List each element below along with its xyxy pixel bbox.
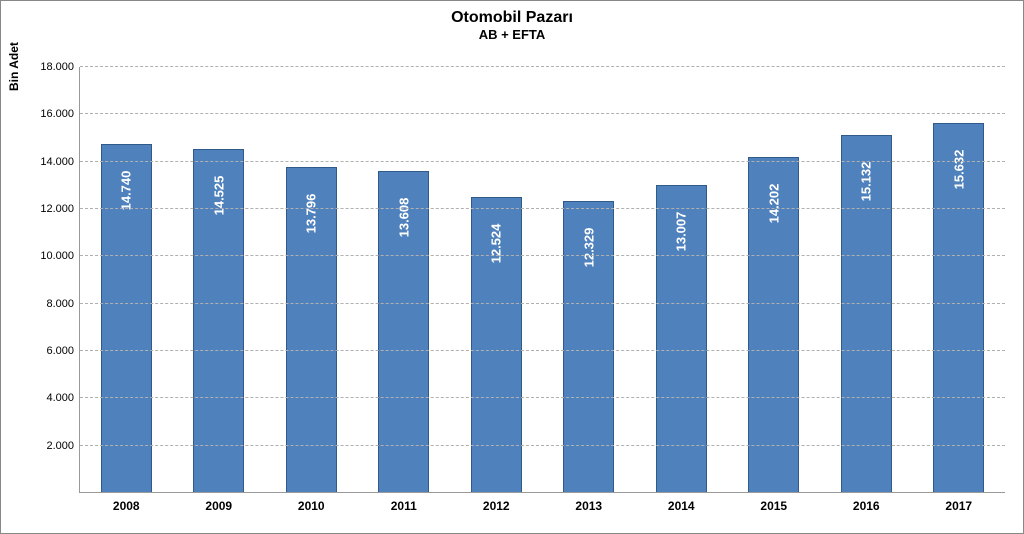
y-tick-label: 18.000	[40, 61, 74, 73]
x-tick-label: 2008	[113, 499, 140, 513]
y-tick-label: 10.000	[40, 250, 74, 262]
x-tick-label: 2010	[298, 499, 325, 513]
y-tick-label: 2.000	[46, 440, 74, 452]
x-tick-label: 2014	[668, 499, 695, 513]
x-axis-baseline	[80, 492, 1005, 493]
bar-value-label: 14.740	[119, 141, 134, 241]
grid-line	[80, 255, 1005, 256]
grid-line	[80, 66, 1005, 67]
y-axis-label: Bin Adet	[7, 42, 21, 91]
x-tick-label: 2016	[853, 499, 880, 513]
x-tick-label: 2011	[391, 499, 417, 513]
plot-area: 14.740 14.525 13.796 13.608 12.524 12.329 13.0…	[79, 67, 1005, 493]
grid-line	[80, 161, 1005, 162]
x-tick-label: 2009	[205, 499, 232, 513]
bar: 14.525	[193, 149, 244, 493]
bar: 14.740	[101, 144, 152, 493]
bar-value-label: 14.202	[766, 153, 781, 253]
chart-container: Otomobil Pazarı AB + EFTA Bin Adet 14.74…	[0, 0, 1024, 534]
grid-line	[80, 445, 1005, 446]
bar-value-label: 13.007	[674, 182, 689, 282]
bar-value-label: 15.632	[951, 120, 966, 220]
x-tick-label: 2015	[760, 499, 787, 513]
bar-value-label: 12.329	[581, 198, 596, 298]
grid-line	[80, 397, 1005, 398]
y-tick-label: 16.000	[40, 108, 74, 120]
y-tick-label: 6.000	[46, 345, 74, 357]
bar: 15.132	[841, 135, 892, 493]
bar-value-label: 13.796	[304, 163, 319, 263]
y-tick-label: 12.000	[40, 203, 74, 215]
grid-line	[80, 350, 1005, 351]
bar: 12.524	[471, 197, 522, 493]
y-tick-label: 8.000	[46, 298, 74, 310]
x-tick-label: 2017	[945, 499, 972, 513]
y-tick-label: 14.000	[40, 156, 74, 168]
bar: 12.329	[563, 201, 614, 493]
bar-value-label: 13.608	[396, 167, 411, 267]
bar: 13.007	[656, 185, 707, 493]
x-tick-label: 2012	[483, 499, 510, 513]
grid-line	[80, 113, 1005, 114]
bar: 15.632	[933, 123, 984, 493]
bar-value-label: 15.132	[859, 131, 874, 231]
grid-line	[80, 303, 1005, 304]
chart-subtitle: AB + EFTA	[1, 27, 1023, 42]
grid-line	[80, 208, 1005, 209]
chart-title: Otomobil Pazarı	[1, 1, 1023, 27]
bars-group: 14.740 14.525 13.796 13.608 12.524 12.329 13.0…	[80, 67, 1005, 493]
x-tick-label: 2013	[575, 499, 602, 513]
y-tick-label: 4.000	[46, 392, 74, 404]
